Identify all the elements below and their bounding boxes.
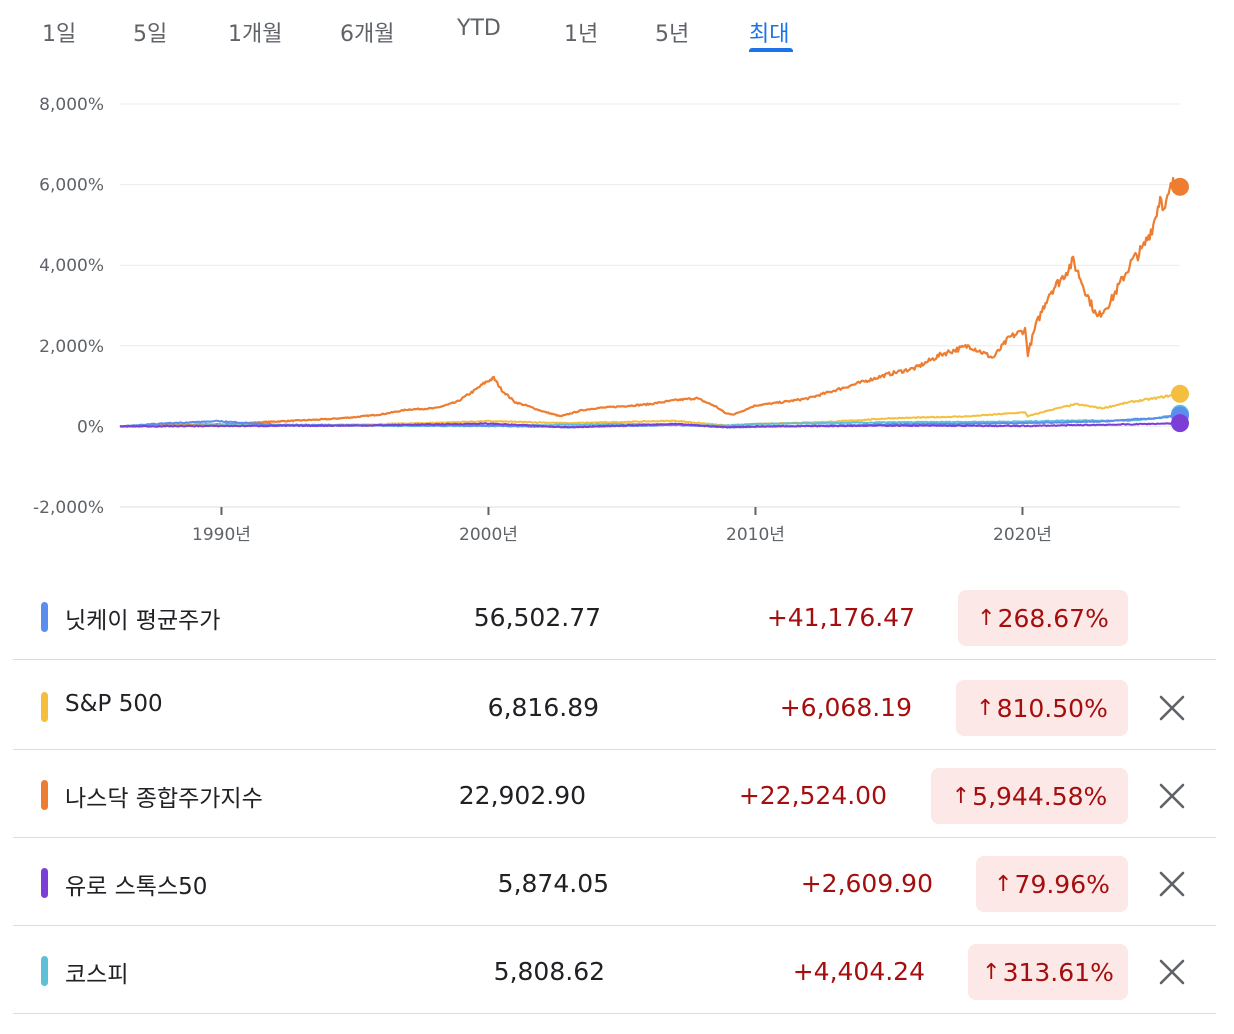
percent-change-badge: ↑ 79.96% (976, 856, 1128, 912)
index-price: 6,816.89 (487, 693, 599, 722)
x-tick-label: 2010년 (726, 525, 785, 545)
percent-change-value: 268.67% (997, 603, 1109, 633)
time-range-tabs: 1일 5일 1개월 6개월 YTD 1년 5년 최대 (0, 0, 1234, 60)
close-icon[interactable] (1158, 782, 1186, 810)
index-name: 닛케이 평균주가 (65, 608, 221, 634)
tab-5y[interactable]: 5년 (655, 22, 690, 47)
series-color-swatch (41, 780, 48, 810)
arrow-up-icon: ↑ (976, 695, 995, 721)
series-color-swatch (41, 602, 48, 632)
index-name: S&P 500 (65, 691, 163, 717)
series-end-marker (1171, 384, 1189, 403)
series-end-marker (1171, 177, 1189, 196)
tab-1m[interactable]: 1개월 (228, 22, 283, 47)
arrow-up-icon: ↑ (951, 783, 971, 809)
percent-change-badge: ↑ 313.61% (968, 944, 1128, 1000)
percent-change-value: 810.50% (996, 693, 1108, 723)
index-change: +41,176.47 (766, 603, 915, 632)
y-tick-label: 0% (77, 417, 104, 437)
index-price: 5,874.05 (497, 869, 609, 898)
series-color-swatch (41, 868, 48, 898)
axes: 8,000% 6,000% 4,000% 2,000% 0% -2,000% 1990년 20… (33, 95, 1180, 545)
list-item[interactable]: 나스닥 종합주가지수 22,902.90 +22,524.00 ↑ 5,944.58% (13, 750, 1216, 838)
arrow-up-icon: ↑ (994, 871, 1013, 897)
tab-ytd[interactable]: YTD (457, 16, 501, 41)
tab-6m[interactable]: 6개월 (340, 22, 395, 47)
index-change: +6,068.19 (779, 693, 912, 722)
row-divider (13, 749, 1216, 750)
list-item[interactable]: 닛케이 평균주가 56,502.77 +41,176.47 ↑ 268.67% (13, 572, 1216, 660)
index-price: 5,808.62 (493, 957, 605, 986)
tab-max[interactable]: 최대 (749, 22, 790, 47)
list-item[interactable]: S&P 500 6,816.89 +6,068.19 ↑ 810.50% (13, 662, 1216, 750)
index-change: +2,609.90 (800, 869, 933, 898)
percent-change-value: 79.96% (1014, 869, 1110, 899)
row-divider (13, 659, 1216, 660)
close-icon[interactable] (1158, 870, 1186, 898)
percent-change-badge: ↑ 810.50% (956, 680, 1128, 736)
list-item[interactable]: 코스피 5,808.62 +4,404.24 ↑ 313.61% (13, 926, 1216, 1014)
row-divider (13, 925, 1216, 926)
index-price: 22,902.90 (458, 781, 586, 810)
close-icon[interactable] (1158, 958, 1186, 986)
index-change: +22,524.00 (738, 781, 887, 810)
y-tick-label: 4,000% (39, 256, 104, 276)
index-name: 코스피 (65, 962, 129, 988)
series-end-marker (1171, 414, 1189, 433)
list-item[interactable]: 유로 스톡스50 5,874.05 +2,609.90 ↑ 79.96% (13, 838, 1216, 926)
y-tick-label: 6,000% (39, 176, 104, 196)
arrow-up-icon: ↑ (977, 605, 996, 631)
tab-1y[interactable]: 1년 (564, 22, 599, 47)
percent-change-badge: ↑ 268.67% (958, 590, 1128, 646)
series-color-swatch (41, 956, 48, 986)
y-tick-label: -2,000% (33, 498, 104, 518)
index-price: 56,502.77 (473, 603, 601, 632)
index-change: +4,404.24 (792, 957, 925, 986)
close-icon[interactable] (1158, 694, 1186, 722)
percent-change-badge: ↑ 5,944.58% (931, 768, 1128, 824)
series-lines (119, 176, 1182, 429)
row-divider (13, 1013, 1216, 1014)
series-color-swatch (41, 692, 48, 722)
percent-change-value: 313.61% (1002, 957, 1114, 987)
x-tick-label: 2020년 (993, 525, 1052, 545)
index-name: 나스닥 종합주가지수 (65, 786, 263, 812)
index-name: 유로 스톡스50 (65, 874, 208, 900)
performance-chart: 8,000% 6,000% 4,000% 2,000% 0% -2,000% 1990년 20… (33, 95, 1189, 545)
y-tick-label: 2,000% (39, 337, 104, 357)
grid (120, 103, 1180, 508)
percent-change-value: 5,944.58% (972, 781, 1108, 811)
tab-5d[interactable]: 5일 (133, 22, 168, 47)
series-line (119, 176, 1182, 428)
series-line (119, 422, 1180, 429)
active-tab-indicator (749, 48, 793, 52)
arrow-up-icon: ↑ (982, 959, 1001, 985)
x-tick-label: 2000년 (459, 525, 518, 545)
row-divider (13, 837, 1216, 838)
tab-1d[interactable]: 1일 (42, 22, 77, 47)
x-tick-label: 1990년 (192, 525, 251, 545)
y-tick-label: 8,000% (39, 95, 104, 115)
end-markers (1171, 177, 1189, 433)
